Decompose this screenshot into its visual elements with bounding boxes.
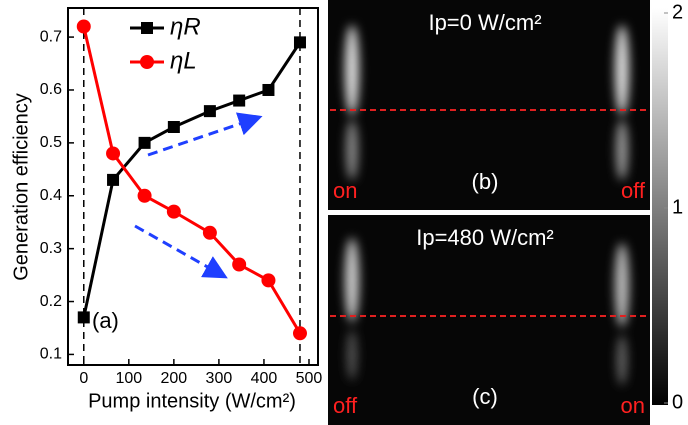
x-tick-label: 0 (79, 370, 88, 387)
legend-marker (140, 55, 154, 69)
marker (262, 83, 275, 96)
marker (166, 204, 181, 219)
y-tick-label: 0.7 (40, 28, 62, 45)
y-tick-label: 0.6 (40, 81, 62, 98)
y-tick-label: 0.3 (40, 240, 62, 257)
port-label: on (333, 178, 357, 203)
x-tick-label: 500 (296, 370, 323, 387)
panel-title: Ip=480 W/cm² (416, 225, 554, 250)
y-axis-label: Generation efficiency (10, 93, 32, 281)
marker (233, 94, 246, 107)
port-label: on (621, 393, 645, 418)
x-tick-label: 400 (251, 370, 278, 387)
legend-label: ηR (170, 13, 201, 40)
panel-title: Ip=0 W/cm² (428, 10, 541, 35)
marker (107, 173, 120, 186)
y-tick-label: 0.4 (40, 187, 62, 204)
marker (292, 326, 307, 341)
port-label: off (621, 178, 646, 203)
panel-label: (a) (92, 308, 119, 333)
panel-label: (c) (472, 384, 498, 409)
image-b (328, 0, 650, 210)
marker (293, 36, 306, 49)
plot-frame (67, 7, 319, 366)
colorbar (652, 8, 668, 405)
colorbar-tick-label: 2 (672, 1, 683, 23)
legend-label: ηL (170, 47, 197, 74)
marker (137, 188, 152, 203)
x-axis-label: Pump intensity (W/cm²) (88, 390, 296, 412)
x-tick-label: 300 (206, 370, 233, 387)
colorbar-tick-label: 0 (672, 391, 683, 413)
marker (232, 257, 247, 272)
marker (167, 121, 180, 133)
marker (77, 311, 90, 324)
marker (138, 136, 151, 149)
beam-spots (345, 25, 629, 385)
marker (202, 225, 217, 240)
y-tick-label: 0.2 (40, 293, 62, 310)
image-c (328, 215, 650, 425)
marker (261, 273, 276, 288)
trend-arrow (134, 224, 228, 279)
x-tick-label: 100 (115, 370, 142, 387)
legend-marker (141, 22, 153, 34)
colorbar-tick-label: 1 (672, 196, 683, 218)
marker (203, 105, 216, 118)
trend-arrow (147, 112, 263, 157)
marker (106, 146, 121, 161)
x-tick-label: 200 (161, 370, 188, 387)
panel-label: (b) (472, 169, 499, 194)
y-tick-label: 0.1 (40, 346, 62, 363)
image-panels (328, 0, 668, 425)
port-label: off (333, 393, 358, 418)
y-tick-label: 0.5 (40, 134, 62, 151)
marker (76, 19, 91, 34)
